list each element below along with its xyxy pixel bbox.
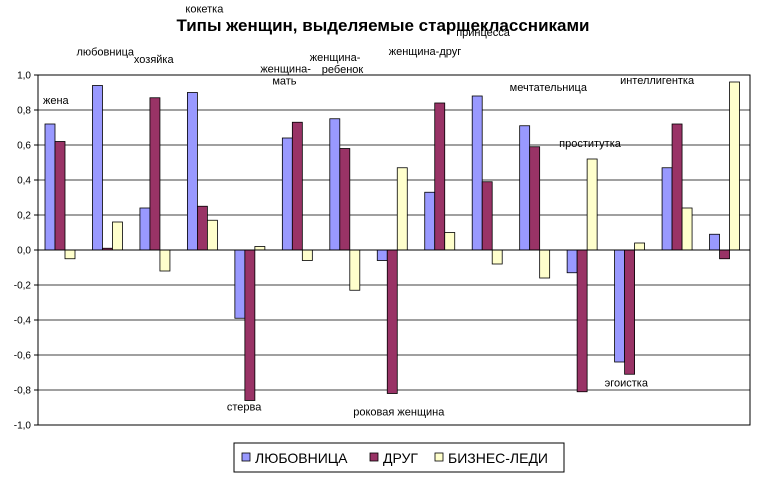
bar-3	[64, 249, 76, 260]
bar-1	[281, 137, 293, 251]
y-tick-label: 1,0	[17, 71, 31, 82]
bar-1	[186, 92, 198, 251]
category-annotation: принцесса	[456, 27, 511, 39]
category-annotation: женщина-ребенок	[310, 52, 364, 76]
bar-2	[671, 123, 683, 251]
y-tick-label: 0,8	[17, 106, 31, 117]
category-annotation: женщина-друг	[389, 46, 462, 58]
bar-2	[196, 205, 208, 251]
bar-2	[54, 141, 66, 251]
bar-2	[481, 181, 493, 251]
category-annotation: роковая женщина	[353, 407, 445, 419]
bar-1	[709, 233, 720, 251]
bar-1	[139, 207, 151, 251]
legend-label: БИЗНЕС-ЛЕДИ	[448, 450, 548, 466]
category-annotation: хозяйка	[134, 54, 175, 66]
bar-3	[729, 81, 740, 251]
category-annotation: интеллигентка	[620, 75, 695, 87]
bars	[38, 81, 750, 401]
category-annotation: кокетка	[185, 4, 224, 16]
y-tick-label: 0,4	[17, 176, 31, 187]
bar-3	[539, 249, 551, 279]
category-annotation: стерва	[227, 402, 262, 414]
bar-1	[44, 123, 56, 251]
bar-3	[112, 221, 123, 251]
bar-2	[339, 148, 351, 251]
legend-swatch	[434, 452, 444, 462]
legend-swatch	[241, 452, 251, 462]
bar-1	[471, 95, 483, 251]
bar-2	[244, 249, 256, 401]
bar-1	[614, 249, 625, 363]
y-tick-label: -0,2	[14, 281, 32, 292]
bar-3	[681, 207, 693, 251]
y-tick-label: -0,8	[14, 386, 32, 397]
bar-3	[254, 246, 266, 251]
bar-1	[424, 191, 436, 251]
y-tick-label: -0,4	[14, 316, 32, 327]
legend: ЛЮБОВНИЦА ДРУГ БИЗНЕС-ЛЕДИ	[233, 442, 565, 473]
chart-title: Типы женщин, выделяемые старшеклассникам…	[176, 16, 590, 35]
bar-2	[576, 249, 588, 393]
bar-1	[92, 85, 103, 251]
category-annotation: жена	[43, 95, 70, 107]
category-annotation: любовница	[76, 47, 134, 59]
legend-label: ДРУГ	[383, 450, 418, 466]
legend-box	[233, 442, 565, 473]
bar-2	[434, 102, 446, 251]
y-tick-label: 0,6	[17, 141, 31, 152]
bar-1	[329, 118, 341, 251]
bar-3	[206, 219, 218, 251]
bar-3	[301, 249, 313, 261]
bar-2	[386, 249, 398, 394]
bar-3	[349, 249, 361, 291]
bar-3	[586, 158, 598, 251]
bar-2	[149, 97, 161, 251]
bar-3	[634, 242, 645, 251]
y-axis: 1,0 0,8 0,6 0,4 0,2 0,0 -0,2 -0,4 -0,6 -0,8 -1,0	[14, 71, 38, 432]
bar-3	[396, 167, 408, 251]
bar-2	[719, 249, 730, 260]
category-annotation: проститутка	[559, 138, 622, 150]
bar-1	[234, 249, 246, 319]
legend-label: ЛЮБОВНИЦА	[255, 450, 348, 466]
bar-1	[519, 125, 531, 251]
bar-3	[159, 249, 171, 272]
category-annotation: эгоистка	[605, 377, 649, 389]
y-tick-label: 0,2	[17, 211, 31, 222]
bar-2	[529, 146, 541, 251]
bar-1	[376, 249, 388, 261]
legend-swatch	[369, 452, 379, 462]
y-tick-label: 0,0	[17, 246, 31, 257]
bar-2	[291, 121, 303, 251]
bar-1	[566, 249, 578, 274]
category-annotation: мечтательница	[510, 82, 588, 94]
bar-2	[624, 249, 635, 375]
y-tick-label: -0,6	[14, 351, 32, 362]
bar-3	[444, 232, 456, 251]
category-annotation: женщина-мать	[260, 63, 311, 87]
bar-3	[491, 249, 503, 265]
y-tick-label: -1,0	[14, 421, 32, 432]
bar-1	[661, 167, 673, 251]
